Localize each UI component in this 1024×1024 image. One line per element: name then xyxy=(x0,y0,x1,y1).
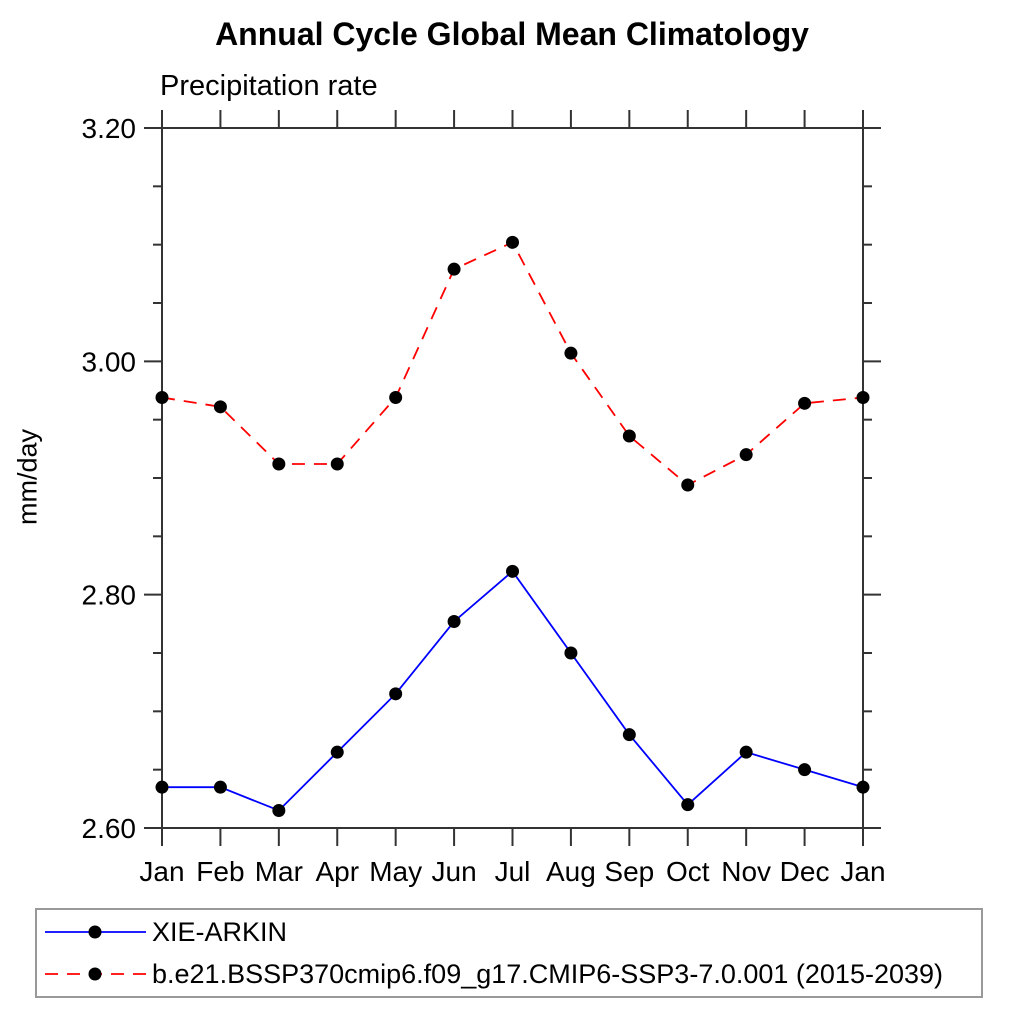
legend-line-sample-solid xyxy=(45,925,146,939)
data-point-marker xyxy=(622,728,636,742)
data-point-marker xyxy=(564,646,578,660)
x-tick-label: Oct xyxy=(666,856,710,887)
legend-label-xie-arkin: XIE-ARKIN xyxy=(152,916,288,947)
x-tick-label: Dec xyxy=(780,856,830,887)
legend-item-xie-arkin: XIE-ARKIN xyxy=(37,911,981,953)
data-point-marker xyxy=(272,457,286,471)
x-tick-label: May xyxy=(369,856,422,887)
y-tick-label: 2.80 xyxy=(82,580,137,611)
data-point-marker xyxy=(447,262,461,276)
x-tick-label: Jan xyxy=(139,856,184,887)
data-point-marker xyxy=(798,396,812,410)
x-axis: Jan Feb Mar Apr May Jun Jul Aug Sep Oct Nov Dec Jan xyxy=(139,110,886,887)
data-point-marker xyxy=(564,346,578,360)
x-tick-label: Nov xyxy=(721,856,771,887)
series-xie-arkin xyxy=(155,564,870,817)
x-tick-label: Jul xyxy=(495,856,531,887)
data-point-marker xyxy=(856,780,870,794)
data-point-marker xyxy=(213,400,227,414)
data-point-marker xyxy=(506,564,519,578)
x-tick-label: Feb xyxy=(196,856,244,887)
data-point-marker xyxy=(272,804,286,817)
series-model xyxy=(155,235,870,492)
y-tick-label: 3.20 xyxy=(82,113,137,144)
y-tick-label: 3.00 xyxy=(82,346,137,377)
data-point-marker xyxy=(681,798,695,812)
chart-subtitle: Precipitation rate xyxy=(160,70,378,102)
data-point-marker xyxy=(506,235,519,249)
data-point-marker xyxy=(681,478,695,492)
x-tick-label: Apr xyxy=(315,856,359,887)
x-tick-label: Aug xyxy=(546,856,596,887)
data-point-marker xyxy=(330,745,344,759)
plot-frame xyxy=(161,127,864,829)
series-line xyxy=(162,570,864,812)
y-axis: 2.60 2.80 3.00 3.20 xyxy=(82,113,881,844)
data-point-marker xyxy=(213,780,227,794)
legend: XIE-ARKIN b.e21.BSSP370cmip6.f09_g17.CMI… xyxy=(35,908,983,998)
data-point-marker xyxy=(155,780,169,794)
legend-line-sample-dashed xyxy=(45,967,146,981)
legend-label-model: b.e21.BSSP370cmip6.f09_g17.CMIP6-SSP3-7.… xyxy=(152,958,944,989)
x-tick-label: Jun xyxy=(432,856,477,887)
data-point-marker xyxy=(739,448,753,462)
x-tick-label: Mar xyxy=(255,856,303,887)
data-point-marker xyxy=(798,763,812,777)
series-line xyxy=(161,241,864,487)
x-tick-label: Jan xyxy=(840,856,885,887)
data-point-marker xyxy=(389,687,403,701)
data-point-marker xyxy=(330,457,344,471)
data-point-marker xyxy=(389,391,403,404)
y-tick-label: 2.60 xyxy=(82,813,137,844)
data-point-marker xyxy=(856,391,870,404)
chart-title: Annual Cycle Global Mean Climatology xyxy=(215,16,809,52)
data-point-marker xyxy=(622,429,636,443)
data-point-marker xyxy=(155,391,169,404)
data-point-marker xyxy=(447,615,461,628)
legend-sample-marker-icon xyxy=(88,967,102,981)
data-point-marker xyxy=(739,745,753,759)
legend-sample-marker-icon xyxy=(88,925,102,939)
legend-item-model: b.e21.BSSP370cmip6.f09_g17.CMIP6-SSP3-7.… xyxy=(37,953,981,995)
x-tick-label: Sep xyxy=(604,856,654,887)
